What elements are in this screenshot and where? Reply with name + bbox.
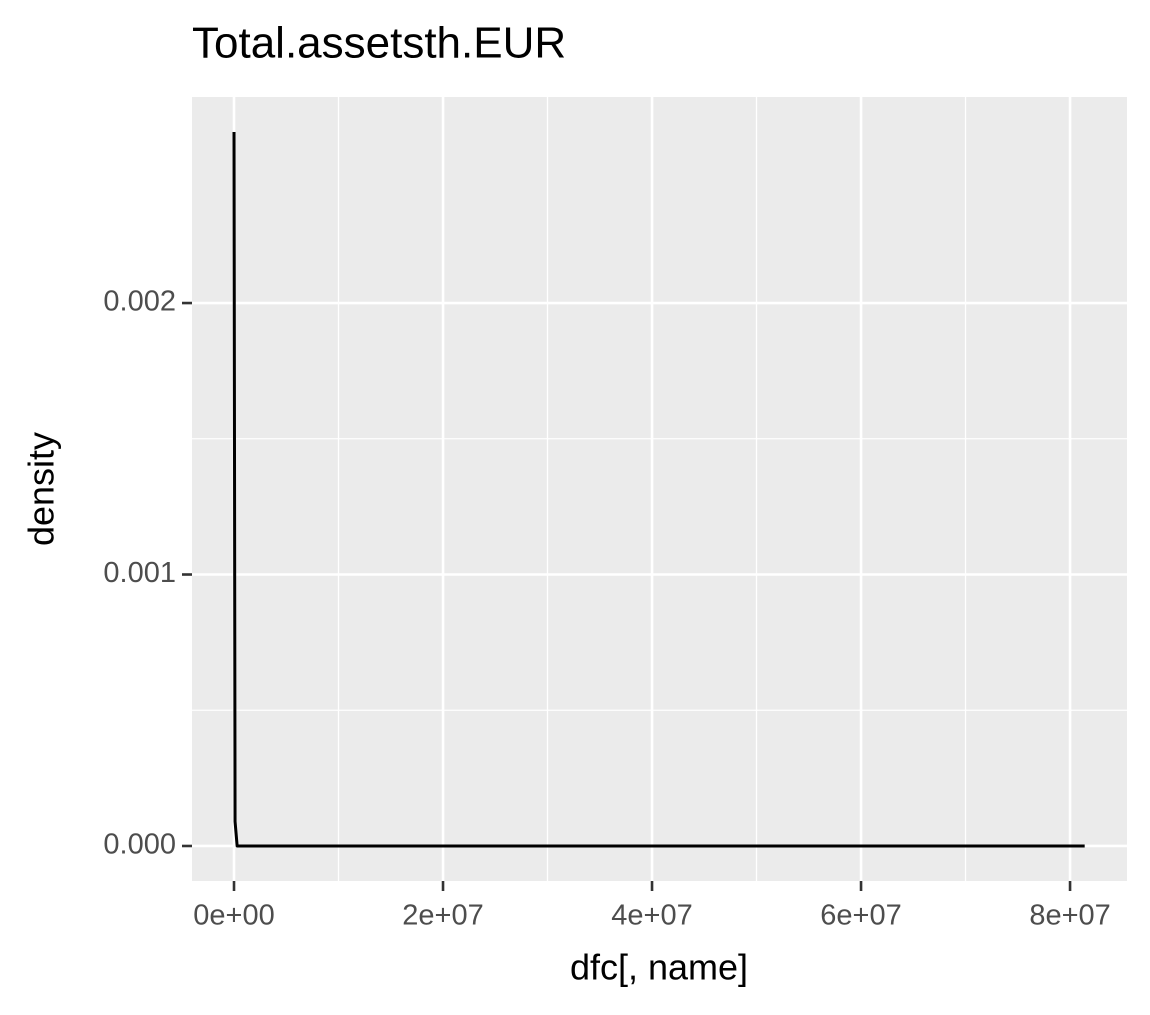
panel <box>192 97 1127 881</box>
x-tick-label: 0e+00 <box>193 900 274 932</box>
x-tick-label: 2e+07 <box>402 900 483 932</box>
x-tick-label: 6e+07 <box>820 900 901 932</box>
marks <box>232 132 1085 848</box>
y-tick-label: 0.000 <box>103 829 176 861</box>
chart-title: Total.assetsth.EUR <box>192 19 566 68</box>
grid: 0e+00 2e+07 4e+07 6e+07 8e+07 0.000 0.001 0.002 <box>103 97 1127 932</box>
y-tick-label: 0.001 <box>103 557 176 589</box>
x-tick-label: 8e+07 <box>1029 900 1110 932</box>
density-line <box>232 132 1085 848</box>
y-axis-title: density <box>21 432 62 546</box>
y-tick-label: 0.002 <box>103 286 176 318</box>
x-axis-title: dfc[, name] <box>570 947 748 988</box>
x-tick-label: 4e+07 <box>611 900 692 932</box>
